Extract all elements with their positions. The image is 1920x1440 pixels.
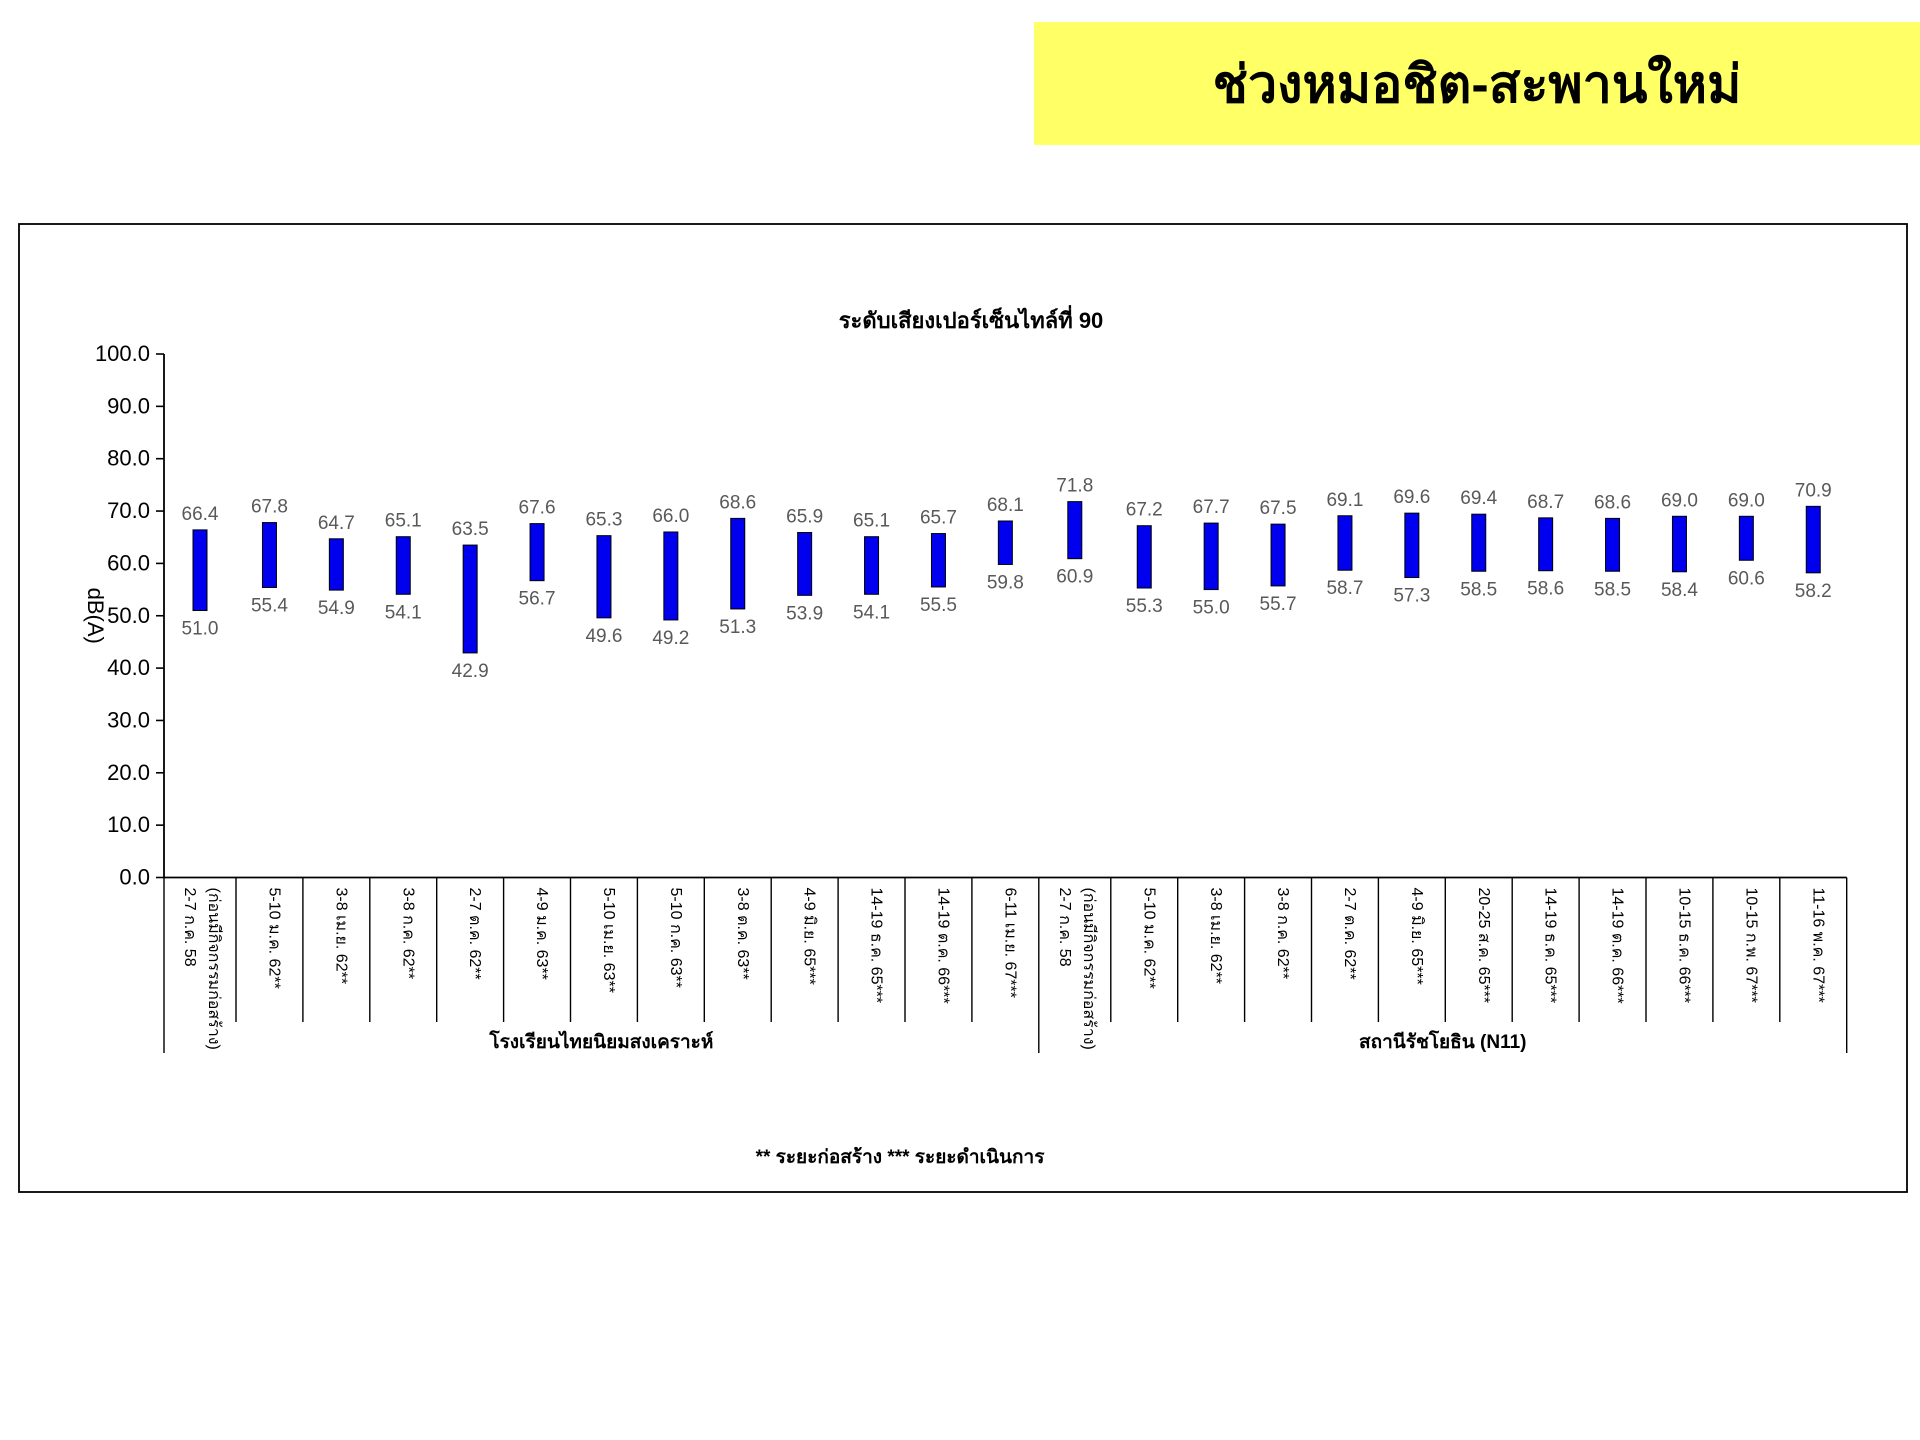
svg-text:0.0: 0.0 [119,865,150,890]
svg-text:10-15 ก.พ. 67***: 10-15 ก.พ. 67*** [1742,888,1759,1003]
svg-text:65.1: 65.1 [385,511,422,532]
svg-text:4-9 มิ.ย. 65***: 4-9 มิ.ย. 65*** [801,888,818,985]
svg-text:55.4: 55.4 [251,595,288,616]
svg-text:68.6: 68.6 [719,492,756,513]
svg-text:58.5: 58.5 [1594,579,1631,600]
svg-text:67.6: 67.6 [519,498,556,519]
svg-text:64.7: 64.7 [318,513,355,534]
svg-text:20-25 ส.ค. 65***: 20-25 ส.ค. 65*** [1475,888,1492,1004]
svg-text:3-8 ก.ค. 62**: 3-8 ก.ค. 62** [1274,888,1291,980]
svg-text:66.0: 66.0 [652,506,689,527]
svg-text:2-7 ก.ค. 58: 2-7 ก.ค. 58 [1056,888,1073,967]
svg-text:54.1: 54.1 [385,602,422,623]
svg-text:55.7: 55.7 [1260,594,1297,615]
svg-text:(ก่อนมีกิจกรรมก่อสร้าง): (ก่อนมีกิจกรรมก่อสร้าง) [205,888,223,1050]
svg-text:58.2: 58.2 [1795,581,1832,602]
svg-text:2-7 ต.ค. 62**: 2-7 ต.ค. 62** [1341,888,1358,980]
svg-text:58.6: 58.6 [1527,579,1564,600]
svg-text:5-10 เม.ย. 63**: 5-10 เม.ย. 63** [600,888,617,993]
svg-text:67.7: 67.7 [1193,497,1230,518]
svg-text:5-10 ม.ค. 62**: 5-10 ม.ค. 62** [1140,888,1157,989]
svg-text:3-8 ก.ค. 62**: 3-8 ก.ค. 62** [399,888,416,980]
svg-text:14-19 ต.ค. 66***: 14-19 ต.ค. 66*** [1609,888,1626,1004]
svg-text:65.3: 65.3 [585,510,622,531]
svg-text:53.9: 53.9 [786,603,823,624]
svg-text:54.9: 54.9 [318,598,355,619]
svg-text:68.6: 68.6 [1594,492,1631,513]
svg-text:56.7: 56.7 [519,589,556,610]
svg-text:65.7: 65.7 [920,508,957,529]
svg-text:60.6: 60.6 [1728,568,1765,589]
svg-text:51.0: 51.0 [182,619,219,640]
svg-text:** ระยะก่อสร้าง *** ระยะด: ** ระยะก่อสร้าง *** ระยะดำเนินการ [756,1146,1046,1168]
svg-text:20.0: 20.0 [107,760,150,785]
svg-text:14-19 ต.ค. 66***: 14-19 ต.ค. 66*** [934,888,951,1004]
svg-text:69.6: 69.6 [1393,487,1430,508]
svg-text:5-10 ก.ค. 63**: 5-10 ก.ค. 63** [667,888,684,988]
svg-text:51.3: 51.3 [719,617,756,638]
svg-text:80.0: 80.0 [107,446,150,471]
svg-text:68.1: 68.1 [987,495,1024,516]
svg-text:60.0: 60.0 [107,550,150,575]
svg-text:58.7: 58.7 [1326,578,1363,599]
svg-text:67.8: 67.8 [251,497,288,518]
svg-text:66.4: 66.4 [182,504,219,525]
svg-text:90.0: 90.0 [107,393,150,418]
svg-text:สถานีรัชโยธิน (N11): สถานีรัชโยธิน (N11) [1359,1030,1527,1053]
svg-text:4-9 ม.ค. 63**: 4-9 ม.ค. 63** [533,888,550,980]
svg-text:71.8: 71.8 [1056,476,1093,497]
svg-text:55.3: 55.3 [1126,596,1163,617]
svg-text:58.4: 58.4 [1661,580,1698,601]
svg-text:69.4: 69.4 [1460,488,1497,509]
svg-text:4-9 มิ.ย. 65***: 4-9 มิ.ย. 65*** [1408,888,1425,985]
svg-text:100.0: 100.0 [95,341,150,366]
svg-text:58.5: 58.5 [1460,579,1497,600]
svg-text:70.0: 70.0 [107,498,150,523]
svg-text:5-10 ม.ค. 62**: 5-10 ม.ค. 62** [265,888,282,989]
svg-text:2-7 ก.ค. 58: 2-7 ก.ค. 58 [181,888,198,967]
svg-text:dB(A): dB(A) [83,588,108,644]
svg-text:11-16 พ.ค. 67***: 11-16 พ.ค. 67*** [1809,888,1826,1003]
svg-text:49.6: 49.6 [585,626,622,647]
svg-text:ระดับเสียงเปอร์เซ็นไทล์ที่ 90: ระดับเสียงเปอร์เซ็นไทล์ที่ 90 [839,304,1104,333]
svg-text:โรงเรียนไทยนิยมสงเคราะห์: โรงเรียนไทยนิยมสงเคราะห์ [488,1030,713,1053]
svg-text:3-8 เม.ย. 62**: 3-8 เม.ย. 62** [1207,888,1224,985]
svg-text:57.3: 57.3 [1393,586,1430,607]
svg-text:2-7 ต.ค. 62**: 2-7 ต.ค. 62** [466,888,483,980]
svg-text:67.2: 67.2 [1126,500,1163,521]
svg-text:69.1: 69.1 [1326,490,1363,511]
svg-text:67.5: 67.5 [1260,498,1297,519]
svg-text:55.5: 55.5 [920,595,957,616]
svg-text:55.0: 55.0 [1193,598,1230,619]
svg-text:(ก่อนมีกิจกรรมก่อสร้าง): (ก่อนมีกิจกรรมก่อสร้าง) [1080,888,1098,1050]
svg-text:42.9: 42.9 [452,661,489,682]
svg-text:60.9: 60.9 [1056,567,1093,588]
svg-text:49.2: 49.2 [652,628,689,649]
svg-text:69.0: 69.0 [1661,490,1698,511]
svg-text:10-15 ธ.ค. 66***: 10-15 ธ.ค. 66*** [1675,888,1692,1004]
svg-text:3-8 เม.ย. 62**: 3-8 เม.ย. 62** [332,888,349,985]
svg-text:70.9: 70.9 [1795,480,1832,501]
svg-text:68.7: 68.7 [1527,492,1564,513]
svg-text:14-19 ธ.ค. 65***: 14-19 ธ.ค. 65*** [868,888,885,1004]
svg-text:40.0: 40.0 [107,655,150,680]
svg-text:3-8 ต.ค. 63**: 3-8 ต.ค. 63** [734,888,751,980]
svg-text:59.8: 59.8 [987,572,1024,593]
svg-text:6-11 เม.ย. 67***: 6-11 เม.ย. 67*** [1001,888,1018,998]
svg-text:65.9: 65.9 [786,507,823,528]
svg-text:65.1: 65.1 [853,511,890,532]
svg-text:50.0: 50.0 [107,603,150,628]
svg-text:54.1: 54.1 [853,602,890,623]
svg-text:10.0: 10.0 [107,812,150,837]
svg-text:69.0: 69.0 [1728,490,1765,511]
svg-text:30.0: 30.0 [107,707,150,732]
svg-text:63.5: 63.5 [452,519,489,540]
svg-text:14-19 ธ.ค. 65***: 14-19 ธ.ค. 65*** [1542,888,1559,1004]
